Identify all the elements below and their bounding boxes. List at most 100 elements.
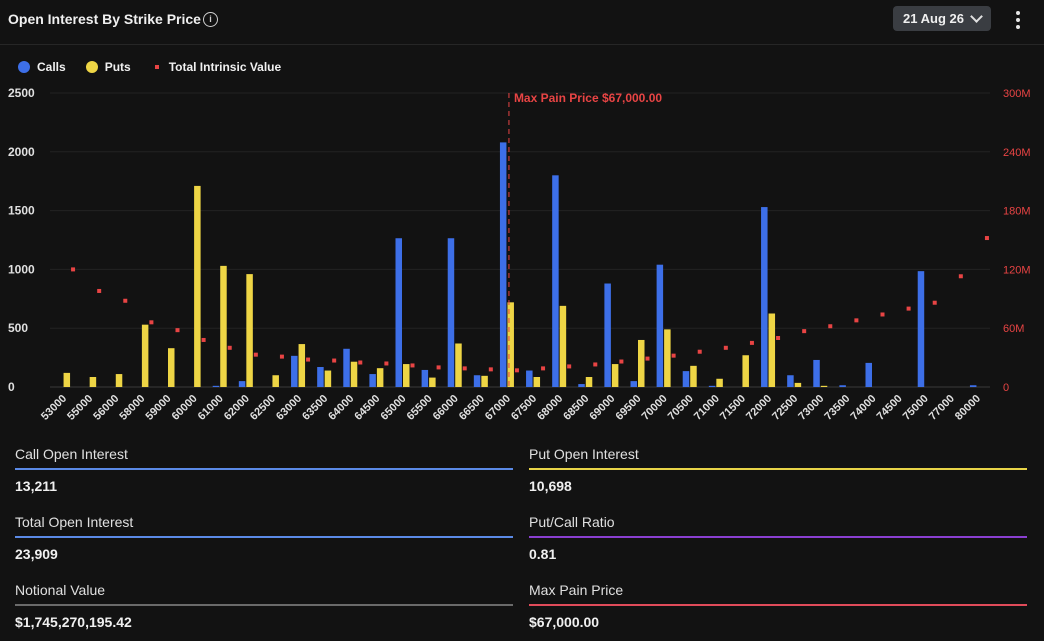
intrinsic-point <box>880 312 885 317</box>
stat-max-pain-price: Max Pain Price $67,000.00 <box>529 582 1027 630</box>
puts-bar <box>638 339 645 387</box>
intrinsic-point <box>906 306 911 311</box>
intrinsic-point <box>749 340 754 345</box>
stat-label: Max Pain Price <box>529 582 624 598</box>
intrinsic-point <box>97 288 102 293</box>
intrinsic-point <box>619 359 624 364</box>
puts-bar <box>611 364 619 387</box>
intrinsic-point <box>723 345 728 350</box>
x-tick-label: 68500 <box>561 393 591 423</box>
intrinsic-point <box>71 267 76 272</box>
calls-bar <box>369 374 376 387</box>
stat-put-call-ratio: Put/Call Ratio 0.81 <box>529 514 1027 562</box>
expiry-date-dropdown[interactable]: 21 Aug 26 <box>893 6 991 31</box>
calls-bar <box>813 359 820 387</box>
intrinsic-point <box>567 364 572 369</box>
puts-bar <box>350 361 358 387</box>
more-options-icon[interactable] <box>1008 10 1028 30</box>
puts-bar <box>403 364 410 387</box>
calls-bar <box>839 385 846 387</box>
intrinsic-point <box>541 366 546 371</box>
intrinsic-point <box>358 360 363 365</box>
intrinsic-point <box>958 274 963 279</box>
calls-bar <box>787 375 794 387</box>
intrinsic-point <box>854 318 859 323</box>
x-tick-label: 67000 <box>483 393 513 423</box>
stat-value: 0.81 <box>529 546 557 562</box>
puts-bar <box>559 305 567 387</box>
x-tick-label: 55000 <box>65 393 95 423</box>
intrinsic-point <box>697 349 702 354</box>
intrinsic-point <box>645 356 650 361</box>
x-tick-label: 72000 <box>744 393 774 423</box>
stat-underline <box>15 468 513 470</box>
legend-item-intrinsic[interactable]: Total Intrinsic Value <box>151 60 281 74</box>
puts-bar <box>324 370 332 387</box>
info-icon[interactable]: i <box>203 12 218 27</box>
stat-notional-value: Notional Value $1,745,270,195.42 <box>15 582 513 630</box>
calls-bar <box>656 264 664 387</box>
stat-total-open-interest: Total Open Interest 23,909 <box>15 514 513 562</box>
x-tick-label: 71500 <box>718 393 748 423</box>
puts-bar <box>141 324 149 387</box>
y-left-tick-label: 2000 <box>8 145 35 159</box>
x-tick-label: 62000 <box>222 393 252 423</box>
intrinsic-point <box>175 328 180 333</box>
intrinsic-point <box>462 366 467 371</box>
x-tick-label: 63500 <box>300 393 330 423</box>
calls-bar <box>917 271 925 387</box>
puts-bar <box>690 365 697 387</box>
intrinsic-point <box>410 363 415 368</box>
puts-bar <box>794 382 802 387</box>
stat-value: $67,000.00 <box>529 614 600 630</box>
legend-label-intrinsic: Total Intrinsic Value <box>168 60 282 74</box>
puts-bar <box>585 377 593 387</box>
calls-bar <box>552 175 559 387</box>
calls-bar <box>291 355 298 387</box>
puts-bar <box>455 343 462 387</box>
intrinsic-point <box>514 368 519 373</box>
x-tick-label: 68000 <box>535 393 565 423</box>
x-tick-label: 66500 <box>457 393 487 423</box>
y-right-tick-label: 300M <box>1003 88 1031 100</box>
x-tick-label: 65500 <box>405 393 435 423</box>
legend-item-calls[interactable]: Calls <box>18 60 66 74</box>
intrinsic-point <box>932 300 937 305</box>
x-tick-label: 71000 <box>692 393 722 423</box>
calls-bar <box>499 142 507 387</box>
stat-value: 23,909 <box>15 546 58 562</box>
puts-bar <box>63 372 71 387</box>
legend-item-puts[interactable]: Puts <box>85 60 131 74</box>
stat-underline <box>15 604 513 606</box>
chart-legend: Calls Puts Total Intrinsic Value <box>18 60 301 74</box>
stat-call-open-interest: Call Open Interest 13,211 <box>15 446 513 494</box>
puts-bar <box>298 344 306 387</box>
intrinsic-legend-marker <box>154 65 159 69</box>
puts-bar <box>820 385 828 387</box>
puts-bar <box>89 377 97 387</box>
puts-bar <box>768 313 776 387</box>
calls-bar <box>682 371 690 387</box>
stat-value: 10,698 <box>529 478 572 494</box>
calls-bar <box>447 238 455 387</box>
calls-bar <box>212 385 220 387</box>
intrinsic-point <box>671 353 676 358</box>
y-right-tick-label: 60M <box>1003 323 1024 335</box>
x-tick-label: 69500 <box>614 393 644 423</box>
stat-underline <box>15 536 513 538</box>
y-right-tick-label: 120M <box>1003 264 1031 276</box>
x-tick-label: 74000 <box>849 393 879 423</box>
calls-bar <box>238 381 246 387</box>
x-tick-label: 64500 <box>352 393 382 423</box>
puts-bar <box>429 377 436 387</box>
stat-label: Notional Value <box>15 582 106 598</box>
y-left-tick-label: 2500 <box>8 86 35 100</box>
puts-bar <box>507 302 514 387</box>
y-left-tick-label: 500 <box>8 321 28 335</box>
intrinsic-point <box>776 336 781 340</box>
legend-label-calls: Calls <box>37 60 66 74</box>
expiry-date-label: 21 Aug 26 <box>903 11 964 26</box>
puts-bar <box>220 265 227 387</box>
intrinsic-point <box>488 367 493 372</box>
intrinsic-point <box>384 361 389 366</box>
